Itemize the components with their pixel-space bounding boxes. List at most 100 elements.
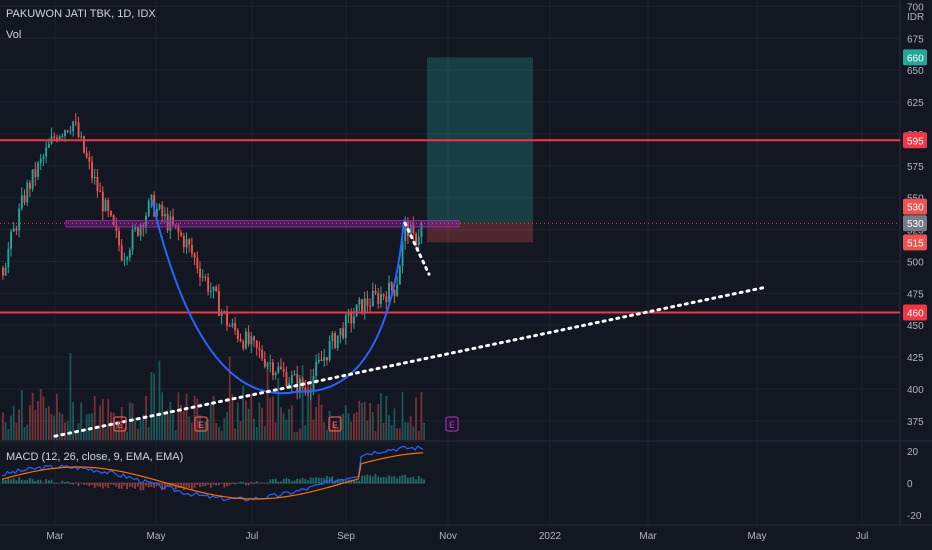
candle-body (236, 330, 239, 340)
candle-body (277, 366, 280, 373)
x-tick-label: 2022 (539, 531, 562, 542)
cup-curve (151, 200, 405, 395)
candle-body (199, 268, 201, 278)
macd-histogram-bar (72, 483, 74, 485)
volume-bar (134, 417, 137, 440)
earnings-marker-label: E (449, 420, 455, 430)
candle-body (371, 291, 374, 306)
macd-histogram-bar (239, 481, 242, 484)
candle-body (328, 341, 331, 361)
macd-histogram-bar (261, 482, 263, 484)
volume-bar (258, 402, 261, 440)
volume-bar (42, 396, 45, 440)
macd-histogram-bar (93, 483, 96, 488)
macd-histogram-bar (53, 483, 56, 484)
earnings-marker-label: E (332, 420, 338, 430)
candle-body (226, 311, 228, 326)
volume-bar (272, 396, 274, 440)
volume-bar (334, 426, 336, 440)
volume-bar (147, 427, 150, 440)
macd-histogram-bar (355, 480, 358, 484)
macd-histogram-bar (377, 476, 380, 484)
volume-bar (196, 398, 199, 440)
candle-body (369, 305, 372, 307)
macd-histogram-bar (409, 477, 412, 484)
candle-body (417, 236, 420, 246)
macd-histogram-bar (74, 482, 77, 484)
volume-bar (85, 414, 88, 440)
volume-bar (120, 407, 123, 440)
macd-histogram-bar (223, 483, 226, 488)
volume-bar (69, 353, 72, 440)
candle-body (72, 121, 75, 132)
volume-bar (401, 391, 404, 440)
macd-histogram-bar (412, 476, 415, 484)
candle-body (320, 359, 323, 361)
volume-bar (126, 431, 128, 440)
volume-bar (269, 397, 272, 440)
candle-body (34, 169, 37, 178)
price-badge-label: 530 (907, 219, 924, 230)
candle-body (334, 333, 336, 348)
macd-histogram-bar (234, 483, 236, 485)
volume-bar (288, 409, 290, 440)
earnings-marker (113, 416, 127, 432)
macd-histogram-bar (139, 483, 142, 491)
macd-histogram-bar (423, 479, 425, 484)
candle-body (398, 266, 401, 285)
candle-body (272, 362, 274, 376)
volume-bar (409, 416, 412, 440)
candle-body (26, 182, 29, 203)
candle-body (220, 311, 223, 316)
macd-histogram-bar (177, 483, 180, 489)
price-axis[interactable]: 3754004254504755005255505756006256506757… (903, 2, 927, 522)
candle-body (23, 195, 26, 203)
price-badge (903, 198, 927, 215)
volume-bar (307, 392, 309, 440)
volume-bar (123, 427, 126, 440)
volume-bar (396, 428, 398, 440)
volume-bar (34, 410, 37, 440)
y-tick-label: 500 (907, 257, 924, 268)
price-badge (903, 234, 927, 251)
candle-body (390, 282, 393, 290)
candle-body (228, 325, 231, 327)
macd-histogram-bar (123, 483, 126, 486)
candle-body (177, 225, 180, 233)
candle-body (317, 359, 320, 362)
volume-bar (31, 392, 34, 440)
volume-bar (236, 403, 239, 440)
candle-body (358, 299, 361, 305)
macd-histogram-bar (207, 483, 209, 485)
candle-body (274, 372, 277, 376)
candle-body (363, 298, 366, 314)
candle-body (185, 239, 188, 248)
macd-histogram-bar (398, 475, 401, 484)
macd-histogram-bar (296, 478, 299, 484)
x-tick-label: Jul (856, 531, 869, 542)
volume-bar (83, 431, 85, 440)
time-axis[interactable]: Mar May Jul Sep Nov 2022 Mar May Jul (46, 531, 868, 542)
volume-bar (12, 405, 15, 440)
macd-histogram-bar (226, 483, 228, 487)
price-badge-label: 515 (907, 238, 924, 249)
macd-histogram-bar (274, 478, 277, 484)
candle-body (18, 208, 21, 231)
macd-histogram-bar (166, 483, 169, 487)
macd-histogram-bar (369, 475, 371, 484)
macd-histogram-bar (342, 479, 344, 484)
candle-body (93, 176, 96, 178)
volume-bar (169, 401, 172, 440)
macd-histogram-bar (317, 477, 320, 484)
macd-histogram-bar (309, 477, 312, 484)
macd-histogram-bar (182, 483, 185, 490)
macd-histogram-bar (282, 478, 285, 484)
candle-body (255, 340, 258, 348)
macd-histogram-bar (112, 483, 115, 485)
macd-histogram-bar (7, 476, 10, 484)
candle-body (180, 232, 183, 236)
macd-histogram-bar (272, 479, 274, 484)
candle-body (147, 200, 150, 216)
y-tick-label: 700 (907, 2, 924, 13)
